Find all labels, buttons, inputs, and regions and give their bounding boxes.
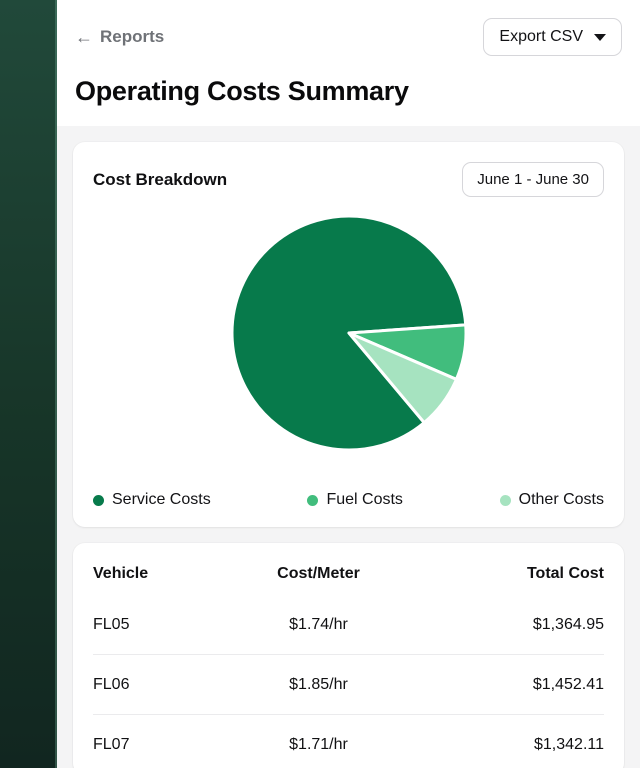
cell-vehicle: FL05	[93, 615, 130, 633]
page-header: ← Reports Export CSV Operating Costs Sum…	[57, 0, 640, 126]
cell-cost-per-meter: $1.71/hr	[289, 736, 348, 753]
cell-total-cost: $1,342.11	[534, 736, 604, 753]
cell-vehicle: FL07	[93, 736, 130, 753]
legend-dot-icon	[93, 494, 104, 506]
cell-cost-per-meter: $1.85/hr	[289, 675, 348, 693]
column-header-cost-per-meter: Cost/Meter	[277, 565, 360, 582]
legend-dot-icon	[499, 494, 511, 506]
legend-label: Other Costs	[518, 491, 604, 508]
legend-dot-icon	[307, 494, 319, 506]
legend-item-service-costs: Service Costs	[93, 491, 211, 509]
cost-breakdown-pie-chart	[230, 214, 467, 452]
legend-label: Fuel Costs	[326, 491, 403, 508]
chevron-down-icon	[594, 33, 606, 41]
column-header-vehicle: Vehicle	[93, 565, 149, 582]
cost-breakdown-card: Cost Breakdown June 1 - June 30 Service …	[73, 142, 624, 527]
table-header-row: Vehicle Cost/Meter Total Cost	[93, 553, 604, 595]
legend-item-other-costs: Other Costs	[499, 491, 604, 509]
cell-cost-per-meter: $1.74/hr	[289, 615, 348, 633]
main-area: ← Reports Export CSV Operating Costs Sum…	[57, 0, 640, 768]
back-link-label: Reports	[100, 27, 165, 46]
legend-label: Service Costs	[112, 491, 211, 508]
export-csv-button[interactable]: Export CSV	[483, 18, 622, 56]
table-body: FL05 $1.74/hr $1,364.95 FL06 $1.85/hr $1,452.…	[93, 595, 604, 768]
export-csv-label: Export CSV	[499, 28, 583, 45]
cell-total-cost: $1,364.95	[532, 615, 604, 633]
pie-slice-other-costs[interactable]	[347, 331, 458, 425]
pie-legend: Service Costs Fuel Costs Other Costs	[73, 491, 624, 527]
cost-breakdown-title: Cost Breakdown	[93, 169, 228, 189]
back-arrow-icon: ←	[75, 27, 93, 47]
table-row-fl05[interactable]: FL05 $1.74/hr $1,364.95	[93, 595, 604, 655]
legend-item-fuel-costs: Fuel Costs	[307, 491, 403, 509]
page-title: Operating Costs Summary	[75, 76, 409, 106]
sidebar-nav-strip[interactable]	[0, 0, 57, 768]
table-row-fl07[interactable]: FL07 $1.71/hr $1,342.11	[93, 715, 604, 768]
cell-total-cost: $1,452.41	[532, 675, 604, 693]
column-header-total-cost: Total Cost	[526, 565, 604, 582]
cell-vehicle: FL06	[93, 675, 130, 693]
content-area: Cost Breakdown June 1 - June 30 Service …	[57, 126, 640, 768]
back-to-reports-link[interactable]: ← Reports	[75, 27, 164, 47]
date-range-button[interactable]: June 1 - June 30	[462, 162, 604, 197]
vehicle-costs-table-card: Vehicle Cost/Meter Total Cost FL05 $1.74/hr…	[73, 543, 624, 768]
table-row-fl06[interactable]: FL06 $1.85/hr $1,452.41	[93, 655, 604, 715]
